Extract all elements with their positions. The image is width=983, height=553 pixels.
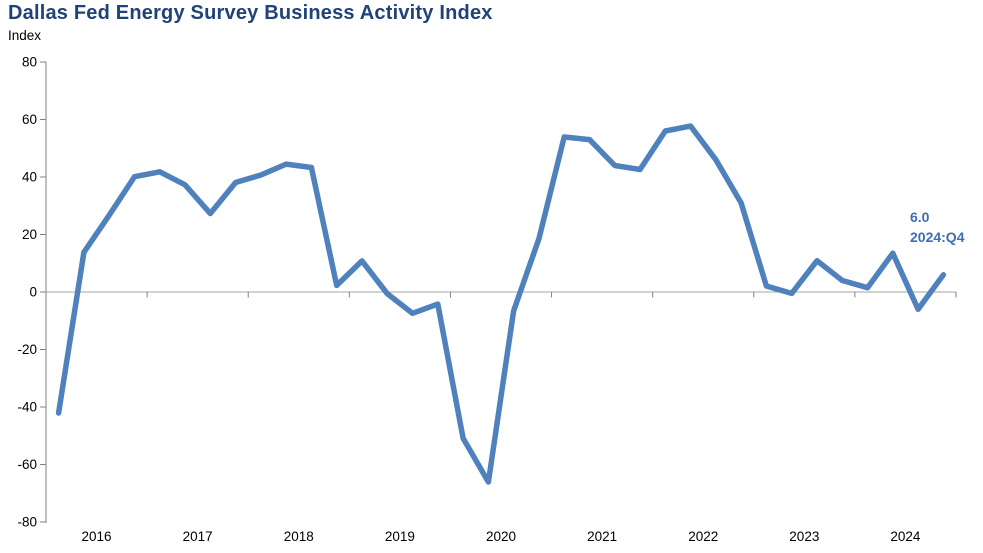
x-axis-year-label: 2022 <box>688 529 718 544</box>
y-tick-label: 40 <box>22 170 37 185</box>
y-tick-label: -20 <box>17 342 37 357</box>
y-axis-unit-label: Index <box>8 28 42 43</box>
x-axis-year-label: 2021 <box>587 529 617 544</box>
y-tick-label: 20 <box>22 227 37 242</box>
x-axis-year-label: 2020 <box>486 529 516 544</box>
y-tick-label: -40 <box>17 400 37 415</box>
x-axis-year-label: 2023 <box>789 529 819 544</box>
y-tick-label: 60 <box>22 112 37 127</box>
x-axis-year-label: 2019 <box>385 529 415 544</box>
annotation-value: 6.0 <box>910 209 930 225</box>
chart-title: Dallas Fed Energy Survey Business Activi… <box>8 2 493 24</box>
series-line <box>55 123 947 485</box>
x-axis-year-label: 2016 <box>82 529 112 544</box>
annotation-period: 2024:Q4 <box>910 229 965 245</box>
y-tick-label: -60 <box>17 457 37 472</box>
y-tick-label: 0 <box>29 285 37 300</box>
x-axis-year-label: 2017 <box>183 529 213 544</box>
y-tick-label: 80 <box>22 55 37 70</box>
x-axis-year-label: 2024 <box>890 529 921 544</box>
x-axis-year-label: 2018 <box>284 529 314 544</box>
y-tick-label: -80 <box>17 515 37 530</box>
